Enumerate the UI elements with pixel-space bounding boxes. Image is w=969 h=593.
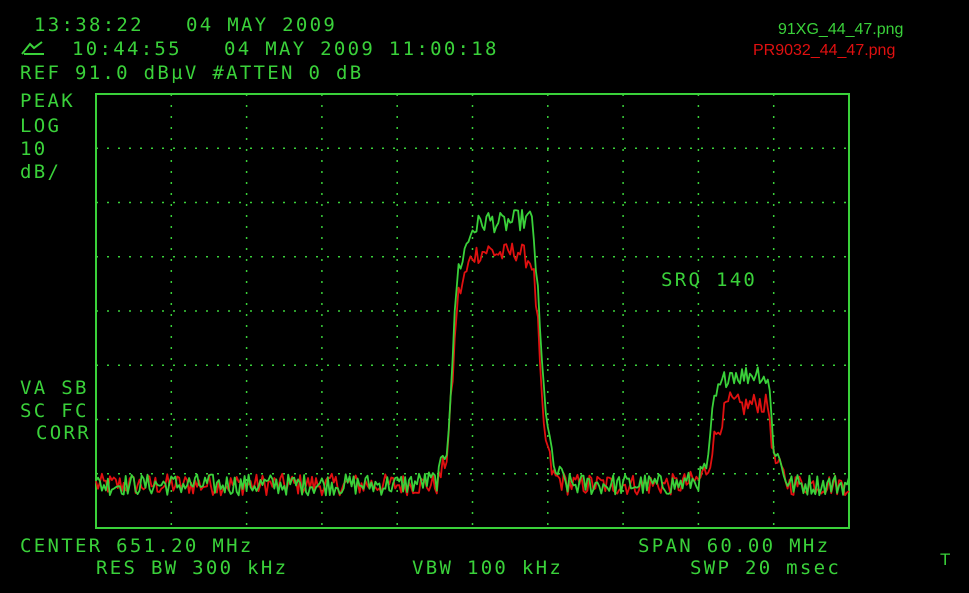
header-date-1: 04 MAY 2009 <box>186 14 338 36</box>
label-va-sb: VA SB <box>20 377 89 399</box>
header-datetime-2: 04 MAY 2009 11:00:18 <box>224 38 499 60</box>
probe-icon <box>20 40 46 56</box>
label-corr: CORR <box>36 422 91 444</box>
header-time-2: 10:44:55 <box>72 38 182 60</box>
green-trace-filename: 91XG_44_47.png <box>778 21 904 38</box>
label-log: LOG <box>20 115 62 137</box>
center-frequency: CENTER 651.20 MHz <box>20 535 254 557</box>
green-trace <box>95 209 850 497</box>
plot-frame <box>95 93 850 529</box>
label-ten: 10 <box>20 138 48 160</box>
video-bandwidth: VBW 100 kHz <box>412 557 564 579</box>
sweep-time: SWP 20 msec <box>690 557 842 579</box>
corner-t: T <box>940 550 951 569</box>
label-db-div: dB/ <box>20 161 62 183</box>
resolution-bandwidth: RES BW 300 kHz <box>96 557 289 579</box>
traces <box>95 209 850 497</box>
header-time-1: 13:38:22 <box>34 14 144 36</box>
red-trace <box>95 242 850 497</box>
srq-annotation: SRQ 140 <box>661 269 758 291</box>
red-trace-filename: PR9032_44_47.png <box>753 42 896 59</box>
grid <box>96 94 849 528</box>
label-sc-fc: SC FC <box>20 400 89 422</box>
span: SPAN 60.00 MHz <box>638 535 831 557</box>
label-peak: PEAK <box>20 90 75 112</box>
ref-level-line: REF 91.0 dBµV #ATTEN 0 dB <box>20 62 364 84</box>
